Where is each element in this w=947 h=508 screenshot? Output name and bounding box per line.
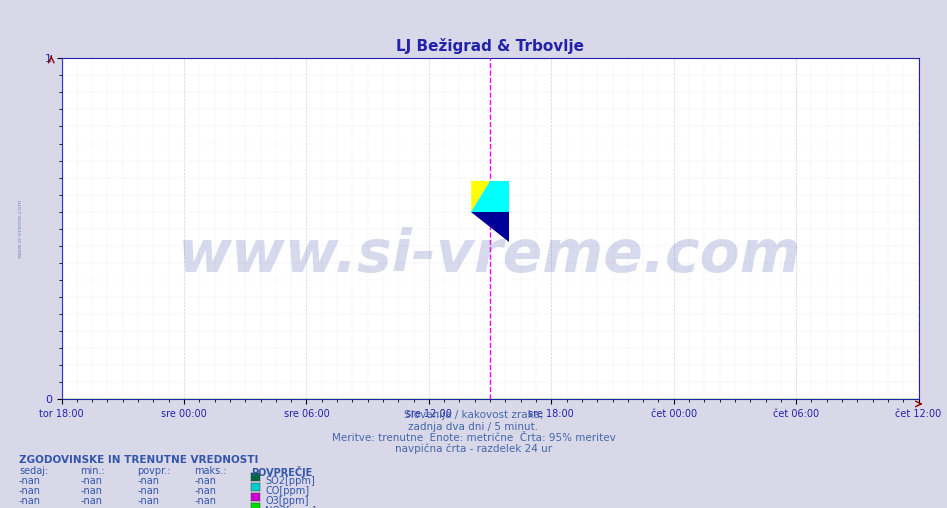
Text: -nan: -nan [137,496,159,506]
Text: -nan: -nan [194,476,216,486]
Text: zadnja dva dni / 5 minut.: zadnja dva dni / 5 minut. [408,422,539,432]
Text: POVPREČJE: POVPREČJE [251,466,313,478]
Text: -nan: -nan [80,506,102,508]
Title: LJ Bežigrad & Trbovlje: LJ Bežigrad & Trbovlje [396,39,584,54]
Text: maks.:: maks.: [194,466,226,476]
Text: -nan: -nan [137,476,159,486]
Polygon shape [472,181,509,211]
Text: -nan: -nan [19,486,41,496]
Text: -nan: -nan [194,506,216,508]
Text: CO[ppm]: CO[ppm] [265,486,310,496]
Text: -nan: -nan [137,486,159,496]
Text: NO2[ppm]: NO2[ppm] [265,506,316,508]
Text: www.si-vreme.com: www.si-vreme.com [18,199,23,259]
Text: O3[ppm]: O3[ppm] [265,496,309,506]
Text: -nan: -nan [19,476,41,486]
Text: ZGODOVINSKE IN TRENUTNE VREDNOSTI: ZGODOVINSKE IN TRENUTNE VREDNOSTI [19,455,259,465]
Text: -nan: -nan [194,486,216,496]
Text: -nan: -nan [137,506,159,508]
Text: -nan: -nan [80,476,102,486]
Text: -nan: -nan [194,496,216,506]
Text: Slovenija / kakovost zraka,: Slovenija / kakovost zraka, [403,410,544,421]
Text: -nan: -nan [19,496,41,506]
Polygon shape [472,181,491,211]
Text: -nan: -nan [19,506,41,508]
Text: navpična črta - razdelek 24 ur: navpična črta - razdelek 24 ur [395,444,552,455]
Text: SO2[ppm]: SO2[ppm] [265,476,315,486]
Text: min.:: min.: [80,466,105,476]
Text: -nan: -nan [80,486,102,496]
Text: povpr.:: povpr.: [137,466,170,476]
Text: sedaj:: sedaj: [19,466,48,476]
Text: www.si-vreme.com: www.si-vreme.com [178,227,802,284]
Polygon shape [472,211,509,242]
Text: Meritve: trenutne  Enote: metrične  Črta: 95% meritev: Meritve: trenutne Enote: metrične Črta: … [331,433,616,443]
Text: -nan: -nan [80,496,102,506]
